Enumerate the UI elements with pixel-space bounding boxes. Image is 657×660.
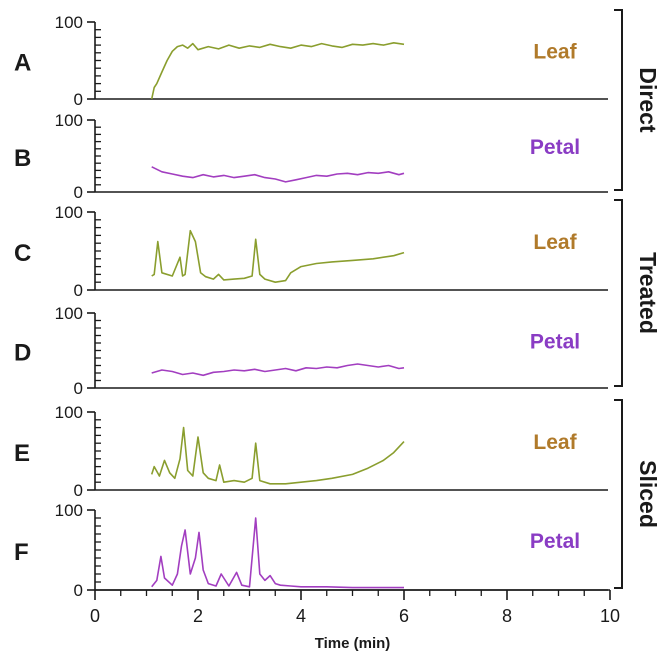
x-tick-label: 6 [399, 606, 409, 626]
group-bracket [614, 199, 623, 387]
panel-letter: E [14, 440, 30, 467]
panel-e: E 100 0 Leaf [14, 403, 608, 500]
panel-letter: B [14, 145, 31, 172]
y-tick-label: 100 [55, 13, 83, 32]
group-label: Treated [635, 252, 657, 334]
panel-letter: A [14, 50, 31, 77]
y-tick-label: 0 [74, 90, 83, 109]
group-label: Direct [635, 67, 657, 133]
y-tick-label: 0 [74, 581, 83, 600]
panel-b: B 100 0 Petal [14, 111, 608, 202]
x-axis-label: Time (min) [315, 635, 391, 652]
sample-label: Petal [530, 530, 580, 553]
group-bracket [614, 9, 623, 191]
y-tick-label: 100 [55, 501, 83, 520]
panel-letter: D [14, 340, 31, 367]
x-axis: 0 2 4 6 8 10 Time (min) [90, 589, 620, 652]
panel-letter: C [14, 240, 31, 267]
x-tick-label: 0 [90, 606, 100, 626]
y-tick-label: 0 [74, 481, 83, 500]
sample-label: Petal [530, 331, 580, 354]
sample-label: Petal [530, 136, 580, 159]
y-tick-label: 100 [55, 111, 83, 130]
x-tick-label: 8 [502, 606, 512, 626]
trace-petal-b [151, 166, 405, 183]
trace-petal-d [151, 363, 405, 377]
sample-label: Leaf [533, 431, 577, 454]
sample-label: Leaf [533, 231, 577, 254]
group-label: Sliced [635, 460, 657, 528]
x-tick-label: 2 [193, 606, 203, 626]
panel-f: F 100 0 Petal [14, 501, 608, 600]
panel-d: D 100 0 Petal [14, 304, 608, 398]
y-tick-label: 0 [74, 183, 83, 202]
y-tick-label: 100 [55, 203, 83, 222]
group-bracket [614, 399, 623, 589]
x-tick-label: 10 [600, 606, 620, 626]
trace-leaf-c [151, 229, 405, 284]
panel-letter: F [14, 539, 29, 566]
y-tick-label: 0 [74, 281, 83, 300]
sample-label: Leaf [533, 41, 577, 64]
group-treated: Treated [614, 199, 657, 387]
y-tick-label: 100 [55, 304, 83, 323]
y-tick-label: 100 [55, 403, 83, 422]
x-tick-label: 4 [296, 606, 306, 626]
group-direct: Direct [614, 9, 657, 191]
panel-c: C 100 0 Leaf [14, 203, 608, 300]
trace-petal-f [151, 517, 404, 589]
y-tick-label: 0 [74, 379, 83, 398]
trace-leaf-e [150, 426, 405, 485]
trace-leaf-a [150, 41, 405, 100]
panel-a: A 100 0 Leaf [14, 13, 608, 109]
group-sliced: Sliced [614, 399, 657, 589]
